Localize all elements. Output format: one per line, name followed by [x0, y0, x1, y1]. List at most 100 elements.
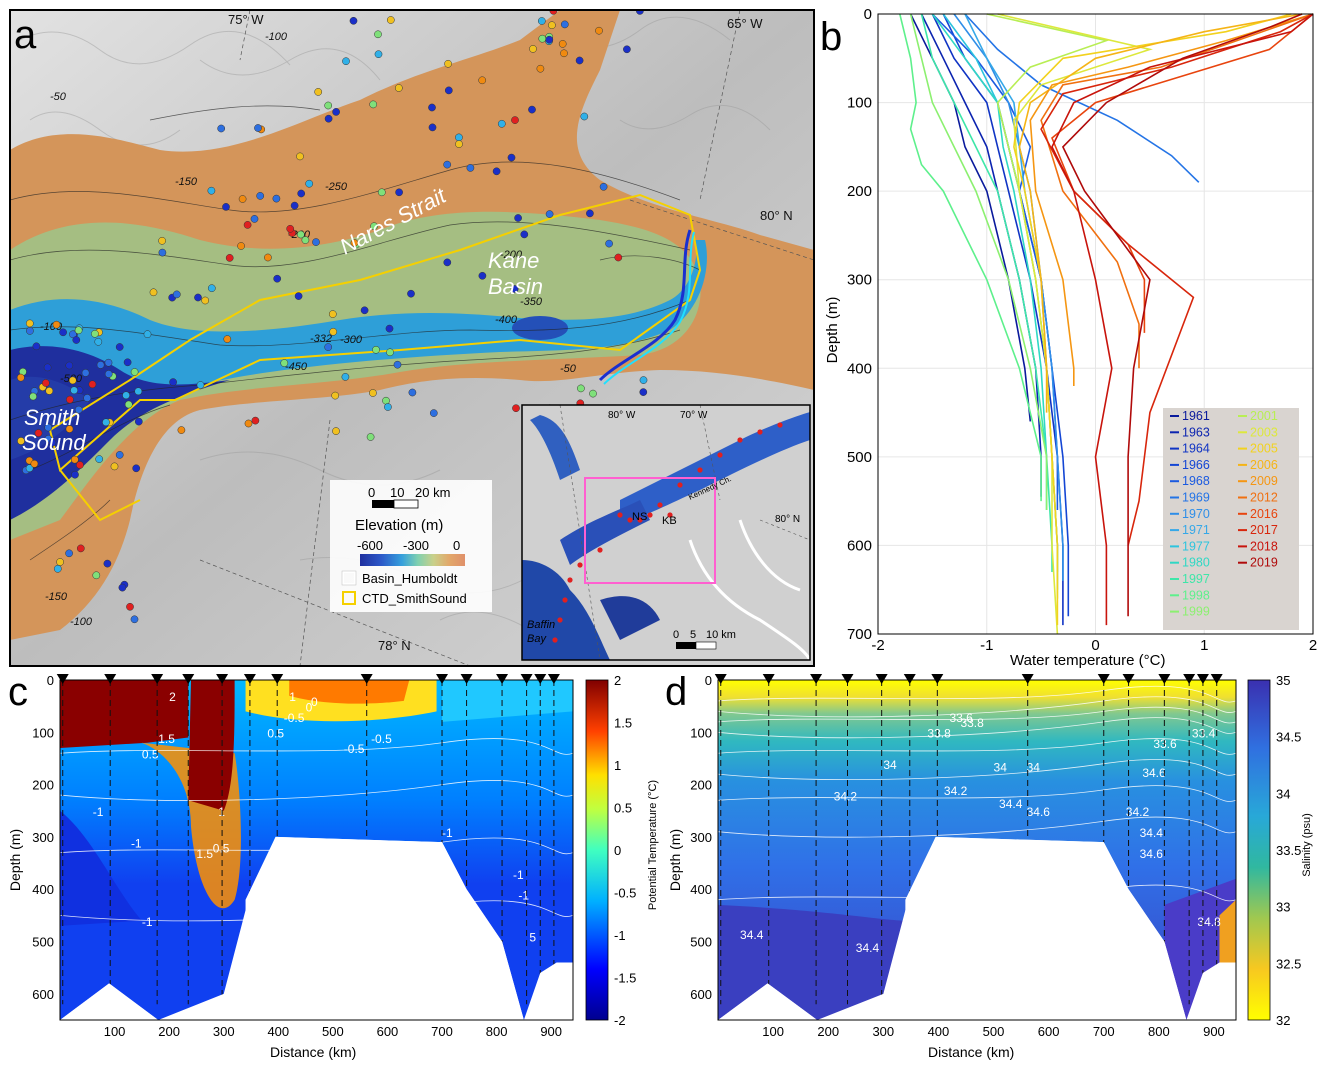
contour-label: -1 — [513, 868, 524, 882]
legend-label-1969: 1969 — [1182, 491, 1210, 505]
inset-scale-5: 5 — [690, 629, 696, 641]
station-dot — [332, 108, 340, 116]
contour-label: -1 — [442, 826, 453, 840]
x-tick-label: 600 — [1038, 1024, 1060, 1039]
x-tick-label: 700 — [431, 1024, 453, 1039]
inset-label-80w: 80° W — [608, 410, 636, 421]
station-dot — [76, 461, 84, 469]
station-dot — [95, 455, 104, 463]
profile-line-1997 — [920, 13, 1053, 572]
panel-d-xlabel: Distance (km) — [928, 1044, 1014, 1060]
y-tick-label: 100 — [32, 725, 54, 740]
station-dot — [130, 368, 139, 376]
station-dot — [589, 389, 597, 398]
station-dot — [595, 26, 603, 35]
x-tick-label: 500 — [983, 1024, 1005, 1039]
contour-label: 34 — [1027, 761, 1041, 775]
station-dot — [314, 88, 323, 96]
legend-label-2019: 2019 — [1250, 556, 1278, 570]
plot-frame — [877, 13, 1314, 635]
basin-legend-swatch — [342, 571, 356, 585]
y-tick-label: 500 — [32, 935, 54, 950]
station-dot — [69, 330, 77, 339]
panel-c-cb-label: Potential Temperature (°C) — [647, 780, 659, 910]
station-dot — [377, 188, 386, 197]
contour-label: 33.4 — [1192, 727, 1216, 741]
y-tick-label: 500 — [690, 935, 712, 950]
x-tick-label: -1 — [980, 637, 993, 654]
station-marker — [496, 674, 509, 684]
contour-label: 2 — [169, 690, 176, 704]
x-tick-label: 200 — [158, 1024, 180, 1039]
contour-label: -1 — [142, 915, 153, 929]
station-dot — [94, 337, 103, 346]
station-dot — [223, 335, 232, 343]
basin-legend-label: Basin_Humboldt — [362, 571, 458, 586]
colorbar-tick-label: 33 — [1276, 900, 1290, 915]
station-dot — [331, 391, 340, 400]
deep-channel — [10, 240, 707, 500]
station-dot — [301, 236, 310, 244]
station-dot — [29, 392, 37, 401]
legend-label-2003: 2003 — [1250, 425, 1278, 439]
station-dot — [639, 376, 648, 384]
station-marker — [931, 674, 944, 684]
station-marker — [104, 674, 117, 684]
contour-label: -400 — [495, 314, 518, 326]
station-dot — [605, 239, 613, 248]
station-dot — [130, 615, 139, 624]
station-marker — [1196, 674, 1209, 684]
inset-station-dot — [567, 577, 573, 583]
legend-label-2005: 2005 — [1250, 442, 1278, 456]
station-dot — [342, 57, 350, 66]
colorbar-tick-label: 35 — [1276, 673, 1290, 688]
legend-label-1970: 1970 — [1182, 507, 1210, 521]
contour-line — [717, 686, 1237, 703]
colorbar-tick-label: 2 — [614, 673, 621, 688]
station-dot — [177, 426, 186, 434]
inset-station-dot — [777, 422, 783, 428]
legend-label-1971: 1971 — [1182, 523, 1210, 537]
station-dot — [217, 124, 226, 133]
station-dot — [350, 239, 359, 247]
station-dot — [286, 224, 295, 233]
station-dot — [511, 116, 519, 124]
profile-line-2005 — [1013, 13, 1292, 626]
station-dot — [538, 34, 547, 43]
station-dot — [328, 310, 337, 318]
station-dot — [455, 140, 463, 148]
station-dot — [296, 230, 305, 239]
contour-label: 1.5 — [196, 847, 213, 861]
legend-label-1964: 1964 — [1182, 442, 1210, 456]
station-dot — [297, 189, 306, 198]
station-dot — [59, 328, 67, 337]
station-dot — [324, 114, 333, 123]
station-marker — [1183, 674, 1196, 684]
station-marker — [436, 674, 449, 684]
station-dot — [623, 45, 631, 54]
station-dot — [126, 602, 134, 611]
section-frame — [59, 679, 574, 1021]
legend-label-2001: 2001 — [1250, 409, 1278, 423]
inset-station-dot — [552, 637, 558, 643]
scale-label-20: 20 km — [415, 485, 450, 500]
contour-label: 34.4 — [1140, 826, 1164, 840]
station-dot — [96, 361, 105, 369]
station-dot — [537, 17, 546, 25]
panel-d-cb-label: Salinity (psu) — [1301, 813, 1313, 877]
station-marker — [841, 674, 854, 684]
station-dot — [360, 306, 369, 315]
label-kane: Kane — [488, 248, 539, 273]
station-dot — [466, 164, 475, 172]
contour-label: 34.2 — [834, 789, 858, 803]
station-marker — [360, 674, 373, 684]
station-dot — [614, 253, 623, 262]
station-dot — [369, 100, 378, 109]
x-tick-label: 2 — [1309, 637, 1317, 654]
station-dot — [429, 409, 438, 417]
station-dot — [92, 571, 101, 580]
station-dot — [122, 391, 130, 400]
contour-label: -100 — [265, 31, 288, 43]
station-dot — [256, 192, 265, 200]
station-dot — [110, 462, 119, 471]
